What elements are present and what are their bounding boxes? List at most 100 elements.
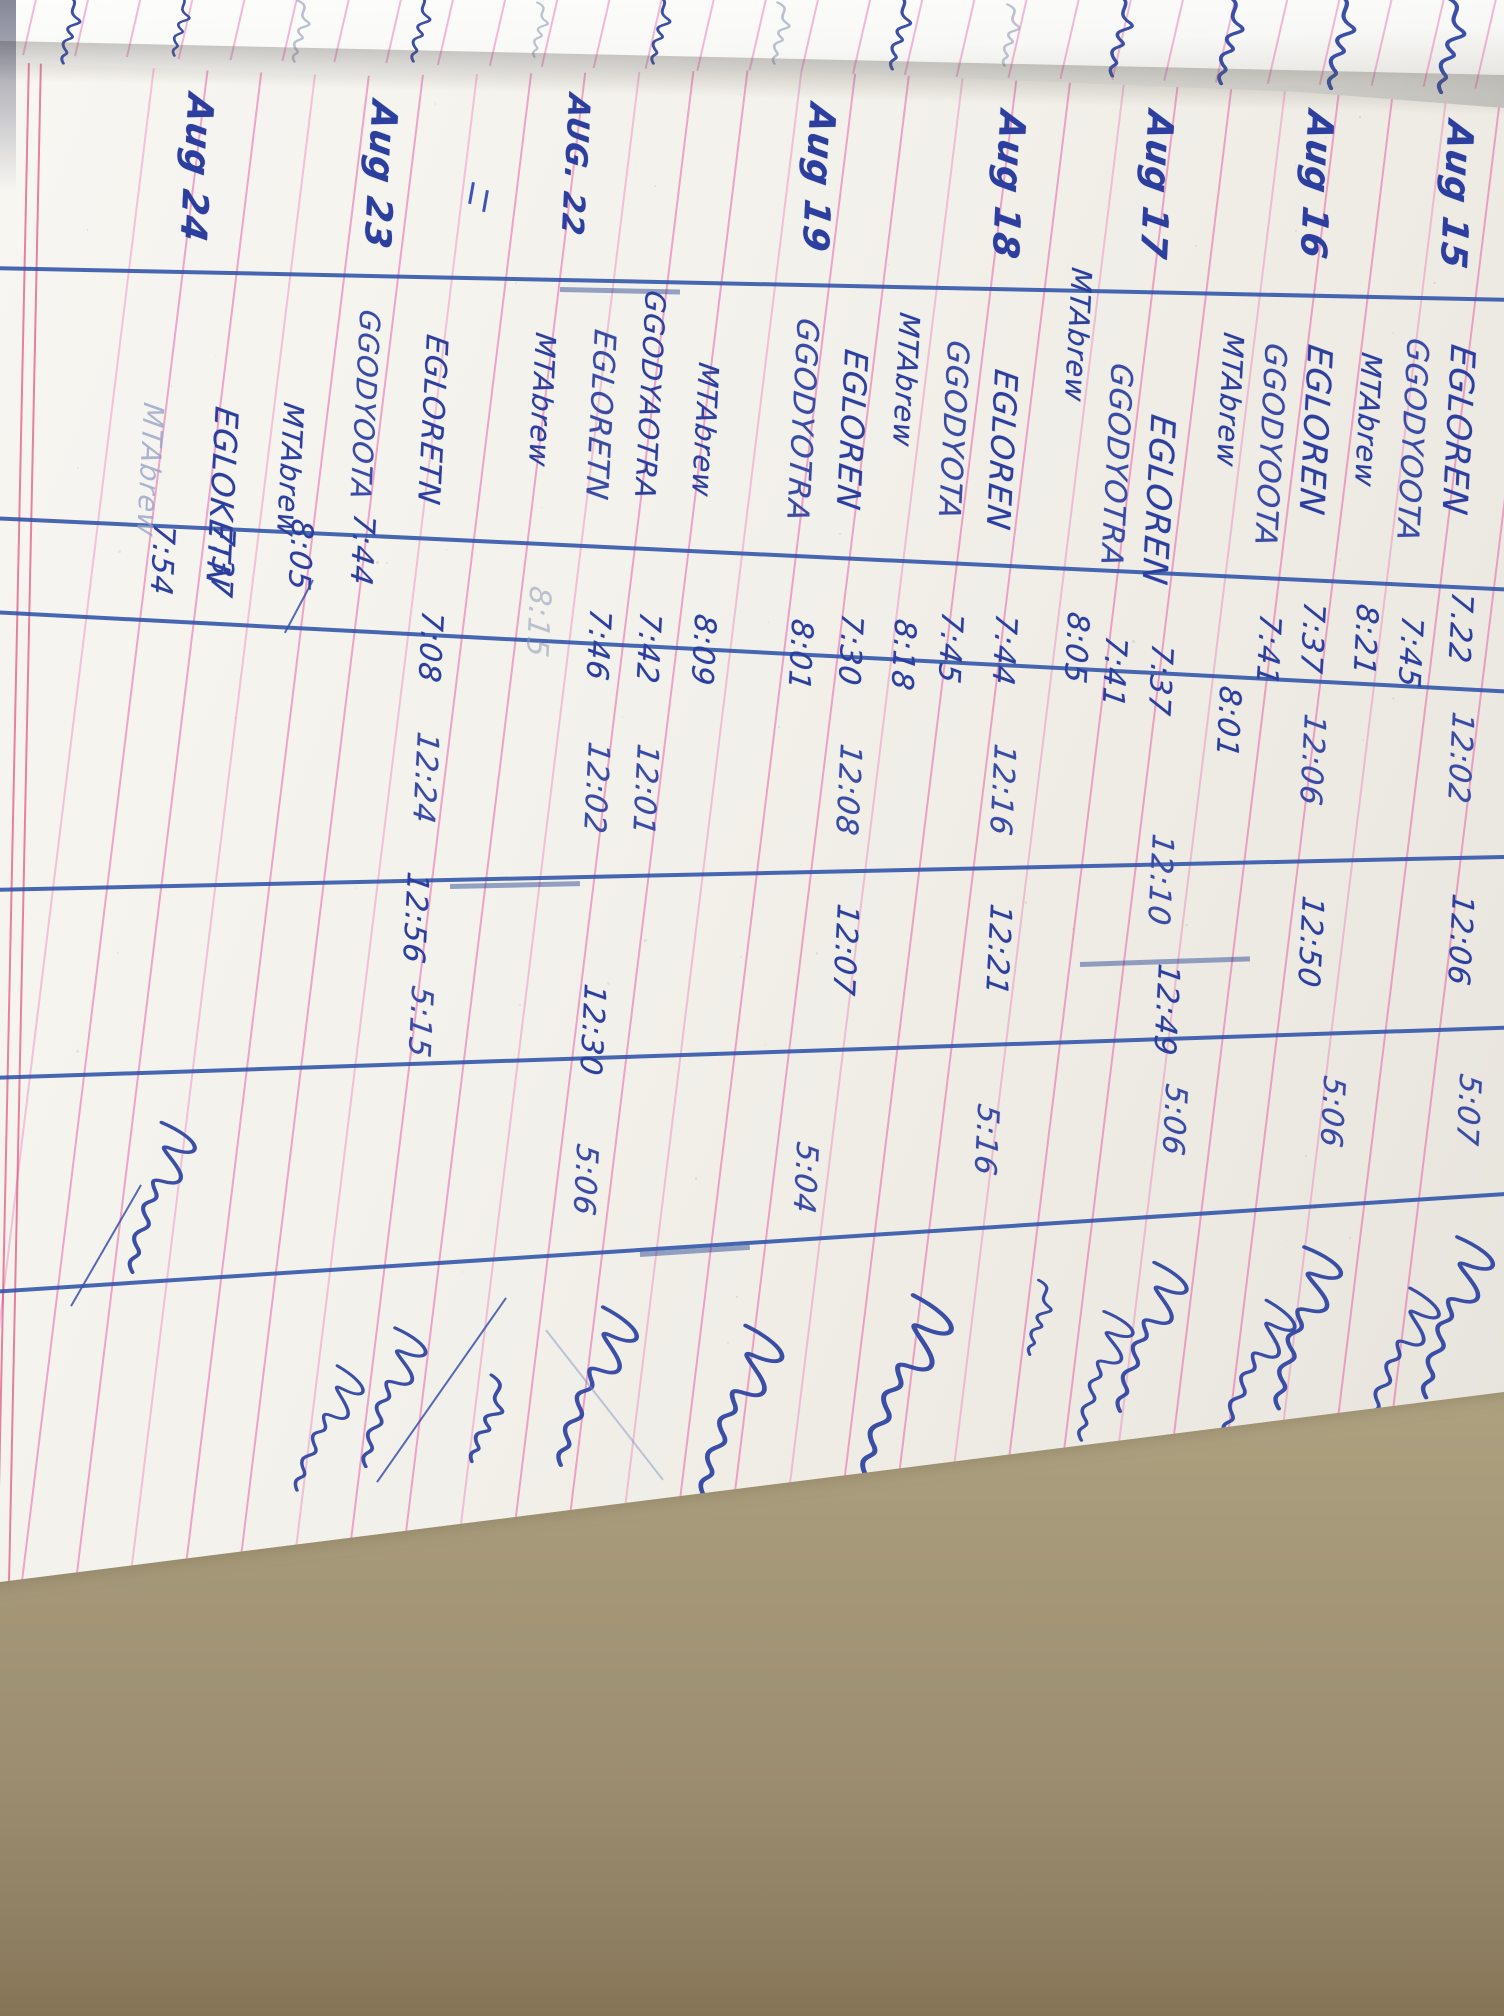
name-entry: GGODYOOTA [1389,335,1435,545]
table-grid-line [0,1025,1504,1080]
name-entry: GGODYOOTA [343,307,387,503]
paper-speck [1023,1215,1025,1217]
curl-scribble [1436,0,1466,95]
paper-speck [640,402,643,405]
paper-speck [607,982,610,985]
paper-speck [354,886,358,890]
time-entry: 8:05 [1056,609,1096,687]
signature-scrawl [293,1364,365,1492]
paper-speck [461,1270,464,1273]
time-entry: 8:15 [518,583,558,661]
ruled-line [434,0,656,1582]
time-entry: 7:37 [202,523,242,601]
signature-scrawl [860,1293,955,1477]
paper-speck [1185,923,1188,927]
signature-scrawl [468,1373,505,1463]
signature-scrawl [127,1120,197,1274]
paper-speck [86,228,89,231]
time-entry: 7:44 [342,511,382,589]
paper-speck [519,1003,522,1006]
paper-speck [541,506,544,509]
time-entry: 12:21 [978,901,1018,999]
paper-speck [358,353,360,355]
paper-speck [816,952,819,955]
paper-speck [214,354,217,357]
time-entry: 7:44 [984,611,1024,689]
time-entry: 12:08 [828,741,868,839]
time-entry: 5:15 [400,983,440,1061]
paper-speck [76,1050,79,1053]
paper-speck [739,93,741,95]
name-entry: MTAbrew [522,330,562,470]
paper-speck [1433,282,1436,285]
time-entry: 8:18 [883,616,923,694]
paper-speck [1194,244,1198,248]
paper-speck [1072,928,1074,930]
signature-scrawl [1367,1286,1442,1426]
paper-speck [764,1044,767,1046]
paper-speck [376,561,379,564]
paper-speck [1392,331,1395,334]
paper-speck [739,956,742,959]
name-entry: MTAbrew [1210,330,1250,470]
curl-scribble [1217,0,1245,86]
paper-speck [727,1342,730,1344]
date-label: Aug 23 [355,97,405,253]
name-entry: EGLORETN [578,327,622,503]
paper-speck [118,550,121,553]
time-entry: 7:45 [930,609,970,687]
time-entry: 7:41 [1094,633,1134,711]
signature-scrawl [698,1324,785,1498]
paper-speck [151,433,153,435]
paper-speck [515,282,518,285]
paper-speck [1024,901,1027,904]
time-entry: 8:01 [1208,683,1248,761]
name-entry: MTAbrew [886,310,926,450]
curl-scribble [410,0,432,63]
time-entry: 7:08 [410,608,450,686]
paper-speck [1304,1154,1307,1158]
paper-speck [622,716,624,718]
paper-speck [1324,136,1327,139]
time-entry: 5:04 [785,1139,825,1217]
paper-speck [42,867,44,869]
time-entry: 8:01 [780,616,820,694]
time-entry: 12:24 [405,729,445,827]
time-entry: 5:07 [1448,1071,1488,1149]
ruled-line [56,0,278,1582]
time-entry: 12:10 [1140,831,1180,929]
time-entry: 12:07 [825,901,865,999]
signature-scrawl [361,1326,428,1468]
date-label: Aug 17 [1131,107,1181,263]
time-entry: 5:06 [1312,1073,1352,1151]
paper-speck [800,863,802,866]
paper-speck [767,621,770,623]
name-entry: EGLOREN [1433,341,1483,519]
table-grid-line [0,266,1504,302]
paper-speck [489,95,492,97]
signature-scrawl [1221,1298,1297,1438]
paper-speck [1361,738,1364,741]
paper-speck [77,466,80,469]
time-entry: 5:06 [1154,1081,1194,1159]
time-entry: 7:37 [1140,641,1180,719]
paper-speck [1005,396,1007,398]
signature-scrawl [1115,1260,1189,1413]
paper-speck [1358,116,1361,119]
time-entry: 12:02 [576,739,616,837]
time-entry: 8:09 [683,611,723,689]
paper-speck [801,504,804,508]
time-entry: 7:45 [1390,613,1430,691]
curl-scribble [1326,0,1356,91]
curl-scribble [60,0,82,65]
time-entry: 12:56 [395,869,435,967]
ruled-line [164,0,386,1582]
paper-speck [1338,559,1342,562]
paper-speck [485,1331,487,1333]
time-entry: 7:37 [1292,599,1332,677]
paper-speck [445,549,448,551]
table-grid-line [0,854,1504,892]
paper-speck [386,561,389,564]
paper-speck [1132,640,1135,643]
